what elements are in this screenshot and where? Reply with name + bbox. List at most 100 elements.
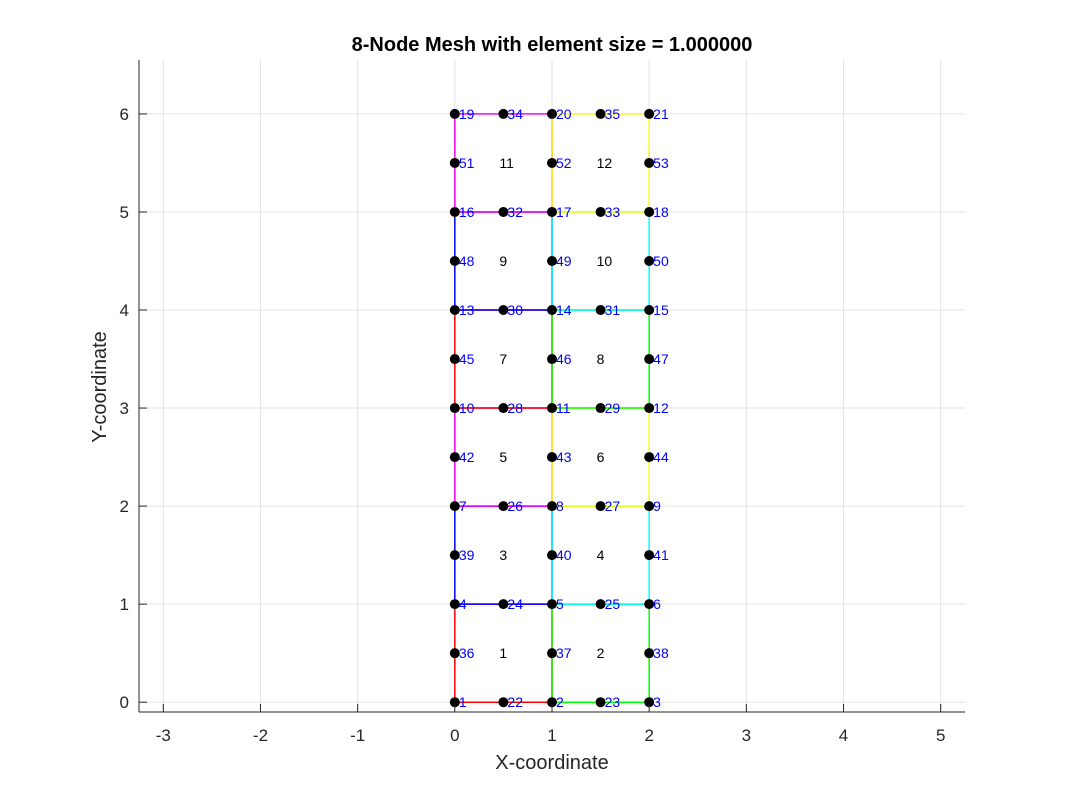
x-tick-label: 3	[742, 726, 751, 745]
node-label: 34	[507, 106, 523, 122]
node-label: 32	[507, 204, 523, 220]
node-label: 28	[507, 400, 523, 416]
node-label: 19	[459, 106, 475, 122]
node-label: 8	[556, 498, 564, 514]
node-marker	[547, 108, 557, 119]
node-label: 39	[459, 547, 475, 563]
node-label: 53	[653, 155, 669, 171]
node-marker	[498, 501, 509, 512]
node-label: 22	[507, 694, 523, 710]
node-label: 51	[459, 155, 475, 171]
node-label: 42	[459, 449, 475, 465]
node-marker	[547, 305, 557, 316]
element-label: 5	[499, 449, 507, 465]
node-marker	[449, 403, 460, 414]
node-label: 24	[507, 596, 523, 612]
element-label: 2	[597, 645, 605, 661]
x-tick-label: -3	[156, 726, 171, 745]
node-marker	[644, 108, 655, 119]
node-label: 35	[605, 106, 621, 122]
x-tick-label: -2	[253, 726, 268, 745]
node-marker	[644, 403, 655, 414]
node-label: 1	[459, 694, 467, 710]
x-tick-label: 5	[936, 726, 945, 745]
node-label: 4	[459, 596, 467, 612]
node-label: 30	[507, 302, 523, 318]
node-marker	[644, 157, 655, 168]
node-label: 45	[459, 351, 475, 367]
node-marker	[547, 403, 557, 414]
x-tick-label: 1	[547, 726, 556, 745]
node-marker	[595, 305, 606, 316]
node-marker	[595, 403, 606, 414]
node-marker	[644, 550, 655, 561]
node-marker	[547, 206, 557, 217]
element-label: 11	[499, 155, 514, 171]
node-label: 6	[653, 596, 661, 612]
element-label: 8	[597, 351, 605, 367]
element-label: 12	[597, 155, 613, 171]
node-marker	[498, 206, 509, 217]
node-marker	[498, 108, 509, 119]
node-marker	[547, 501, 557, 512]
node-label: 43	[556, 449, 572, 465]
node-marker	[449, 354, 460, 365]
node-marker	[644, 452, 655, 463]
element-label: 1	[499, 645, 507, 661]
node-label: 46	[556, 351, 572, 367]
node-marker	[498, 305, 509, 316]
node-marker	[595, 206, 606, 217]
node-label: 13	[459, 302, 475, 318]
element-label: 10	[597, 253, 613, 269]
node-label: 14	[556, 302, 572, 318]
y-tick-label: 2	[120, 497, 129, 516]
node-label: 15	[653, 302, 669, 318]
node-label: 37	[556, 645, 572, 661]
node-label: 10	[459, 400, 475, 416]
axes	[138, 60, 965, 713]
node-label: 20	[556, 106, 572, 122]
y-tick-label: 4	[120, 301, 129, 320]
node-marker	[644, 697, 655, 708]
node-label: 9	[653, 498, 661, 514]
node-label: 49	[556, 253, 572, 269]
y-tick-label: 6	[120, 105, 129, 124]
node-marker	[595, 697, 606, 708]
node-label: 27	[605, 498, 621, 514]
element-label: 9	[499, 253, 507, 269]
node-label: 29	[605, 400, 621, 416]
node-marker	[449, 206, 460, 217]
node-label: 11	[556, 400, 571, 416]
node-marker	[644, 501, 655, 512]
element-label: 3	[499, 547, 507, 563]
node-label: 12	[653, 400, 669, 416]
node-marker	[547, 255, 557, 266]
element-label: 4	[597, 547, 605, 563]
node-label: 38	[653, 645, 669, 661]
y-tick-label: 5	[120, 203, 129, 222]
node-label: 17	[556, 204, 572, 220]
node-marker	[644, 648, 655, 659]
node-marker	[449, 550, 460, 561]
node-marker	[644, 305, 655, 316]
node-label: 50	[653, 253, 669, 269]
y-axis-label: Y-coordinate	[89, 331, 111, 443]
node-label: 31	[605, 302, 621, 318]
node-marker	[449, 599, 460, 610]
node-marker	[644, 206, 655, 217]
node-label: 41	[653, 547, 669, 563]
node-label: 7	[459, 498, 467, 514]
node-marker	[547, 550, 557, 561]
node-marker	[449, 108, 460, 119]
node-label: 25	[605, 596, 621, 612]
node-marker	[547, 599, 557, 610]
node-marker	[498, 403, 509, 414]
x-tick-label: 4	[839, 726, 848, 745]
chart-title: 8-Node Mesh with element size = 1.000000	[352, 34, 753, 56]
node-marker	[595, 501, 606, 512]
y-tick-label: 0	[120, 693, 129, 712]
element-label: 7	[499, 351, 507, 367]
